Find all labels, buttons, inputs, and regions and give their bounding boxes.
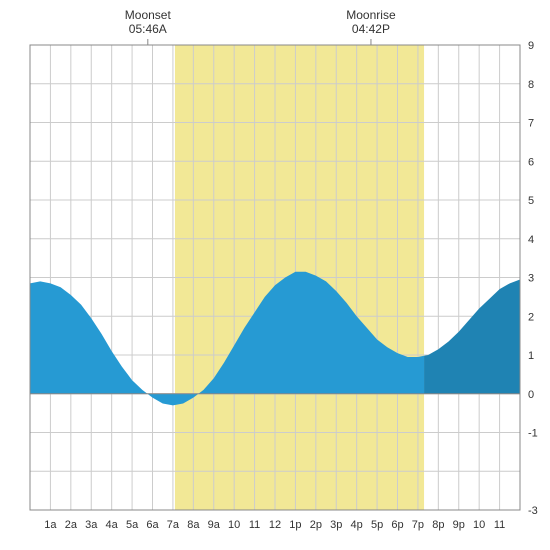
x-tick-label: 5p <box>371 519 383 531</box>
x-tick-label: 7a <box>167 519 180 531</box>
x-tick-label: 3a <box>85 519 98 531</box>
x-tick-label: 4a <box>106 519 119 531</box>
moonset-time: 05:46A <box>129 22 167 36</box>
y-tick-label: 0 <box>528 389 534 401</box>
x-tick-label: 8a <box>187 519 200 531</box>
y-tick-label: 5 <box>528 195 534 207</box>
x-tick-label: 9p <box>453 519 465 531</box>
chart-svg: 1a2a3a4a5a6a7a8a9a1011121p2p3p4p5p6p7p8p… <box>0 0 550 550</box>
y-tick-label: 2 <box>528 311 534 323</box>
x-tick-label: 11 <box>494 519 505 531</box>
tide-chart: 1a2a3a4a5a6a7a8a9a1011121p2p3p4p5p6p7p8p… <box>0 0 550 550</box>
y-tick-label: 6 <box>528 156 534 168</box>
y-tick-label: 3 <box>528 273 534 285</box>
moonrise-label: Moonrise <box>346 8 396 22</box>
y-tick-label: 1 <box>528 350 534 362</box>
x-tick-label: 1a <box>44 519 57 531</box>
x-tick-label: 12 <box>269 519 281 531</box>
y-tick-label: -1 <box>528 428 538 440</box>
x-tick-label: 6a <box>146 519 159 531</box>
x-tick-label: 4p <box>351 519 363 531</box>
x-tick-label: 10 <box>473 519 485 531</box>
y-tick-label: 8 <box>528 79 534 91</box>
y-tick-label: -3 <box>528 505 538 517</box>
x-tick-label: 5a <box>126 519 139 531</box>
x-tick-label: 1p <box>289 519 301 531</box>
y-tick-label: 7 <box>528 118 534 130</box>
x-tick-label: 6p <box>391 519 403 531</box>
y-tick-label: 9 <box>528 40 534 52</box>
x-tick-label: 10 <box>228 519 240 531</box>
x-tick-label: 11 <box>249 519 260 531</box>
x-tick-label: 2p <box>310 519 322 531</box>
y-tick-label: 4 <box>528 234 534 246</box>
x-tick-label: 3p <box>330 519 342 531</box>
moonset-label: Moonset <box>125 8 172 22</box>
x-tick-label: 9a <box>208 519 221 531</box>
x-tick-label: 2a <box>65 519 78 531</box>
x-tick-label: 7p <box>412 519 424 531</box>
x-tick-label: 8p <box>432 519 444 531</box>
moonrise-time: 04:42P <box>352 22 390 36</box>
